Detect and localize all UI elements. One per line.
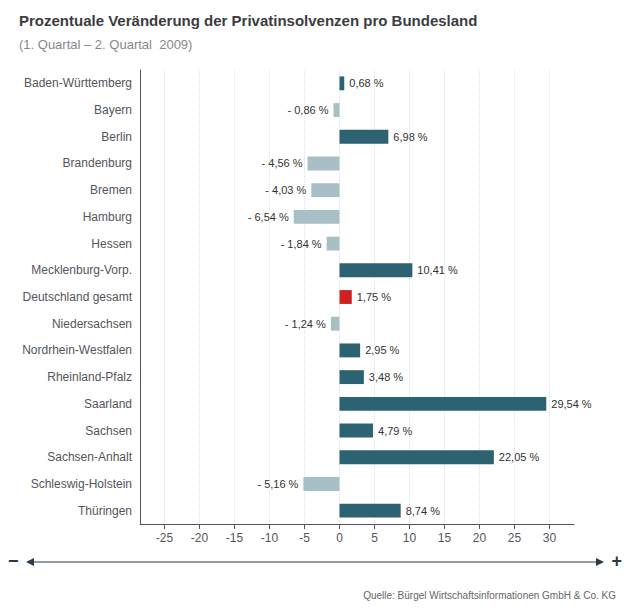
svg-text:- 1,24 %: - 1,24 %: [285, 318, 326, 330]
svg-text:Sachsen: Sachsen: [85, 424, 132, 438]
svg-text:8,74 %: 8,74 %: [406, 505, 440, 517]
svg-text:Hamburg: Hamburg: [83, 210, 132, 224]
svg-text:- 6,54 %: - 6,54 %: [248, 211, 289, 223]
svg-text:Thüringen: Thüringen: [78, 504, 132, 518]
svg-text:Berlin: Berlin: [101, 130, 132, 144]
svg-text:2,95 %: 2,95 %: [365, 344, 399, 356]
svg-text:Baden-Württemberg: Baden-Württemberg: [24, 76, 132, 90]
svg-text:- 5,16 %: - 5,16 %: [257, 478, 298, 490]
svg-text:Mecklenburg-Vorp.: Mecklenburg-Vorp.: [31, 263, 132, 277]
svg-text:Niedersachsen: Niedersachsen: [52, 317, 132, 331]
svg-text:Hessen: Hessen: [91, 237, 132, 251]
svg-text:Brandenburg: Brandenburg: [63, 156, 132, 170]
svg-text:+: +: [611, 551, 622, 571]
svg-text:−: −: [8, 551, 19, 571]
svg-text:Sachsen-Anhalt: Sachsen-Anhalt: [47, 450, 132, 464]
svg-text:25: 25: [508, 531, 522, 545]
svg-text:5: 5: [371, 531, 378, 545]
svg-text:Bayern: Bayern: [94, 103, 132, 117]
svg-text:Bremen: Bremen: [90, 183, 132, 197]
svg-text:0: 0: [336, 531, 343, 545]
svg-text:- 4,03 %: - 4,03 %: [265, 184, 306, 196]
svg-text:Prozentuale Veränderung der Pr: Prozentuale Veränderung der Privatinsolv…: [19, 12, 477, 29]
svg-text:15: 15: [438, 531, 452, 545]
svg-text:(1. Quartal – 2. Quartal 2009: (1. Quartal – 2. Quartal 2009): [19, 37, 192, 52]
svg-text:1,75 %: 1,75 %: [357, 291, 391, 303]
svg-text:30: 30: [543, 531, 557, 545]
svg-text:3,48 %: 3,48 %: [369, 371, 403, 383]
svg-text:0,68 %: 0,68 %: [349, 77, 383, 89]
svg-text:22,05 %: 22,05 %: [499, 451, 540, 463]
svg-text:- 0,86 %: - 0,86 %: [288, 104, 329, 116]
svg-text:Schleswig-Holstein: Schleswig-Holstein: [31, 477, 132, 491]
svg-text:-5: -5: [299, 531, 310, 545]
svg-text:- 1,84 %: - 1,84 %: [281, 238, 322, 250]
svg-text:29,54 %: 29,54 %: [551, 398, 592, 410]
svg-text:Quelle: Bürgel Wirtschaftsinfo: Quelle: Bürgel Wirtschaftsinformationen …: [363, 590, 616, 601]
svg-text:-10: -10: [261, 531, 279, 545]
svg-text:-15: -15: [226, 531, 244, 545]
svg-text:20: 20: [473, 531, 487, 545]
svg-text:6,98 %: 6,98 %: [393, 131, 427, 143]
svg-text:Nordrhein-Westfalen: Nordrhein-Westfalen: [22, 343, 132, 357]
svg-text:Rheinland-Pfalz: Rheinland-Pfalz: [47, 370, 132, 384]
svg-text:Deutschland gesamt: Deutschland gesamt: [23, 290, 133, 304]
svg-text:- 4,56 %: - 4,56 %: [262, 157, 303, 169]
svg-text:4,79 %: 4,79 %: [378, 425, 412, 437]
svg-text:10,41 %: 10,41 %: [417, 264, 458, 276]
svg-text:-20: -20: [191, 531, 209, 545]
svg-text:10: 10: [403, 531, 417, 545]
svg-text:-25: -25: [156, 531, 174, 545]
svg-text:Saarland: Saarland: [84, 397, 132, 411]
